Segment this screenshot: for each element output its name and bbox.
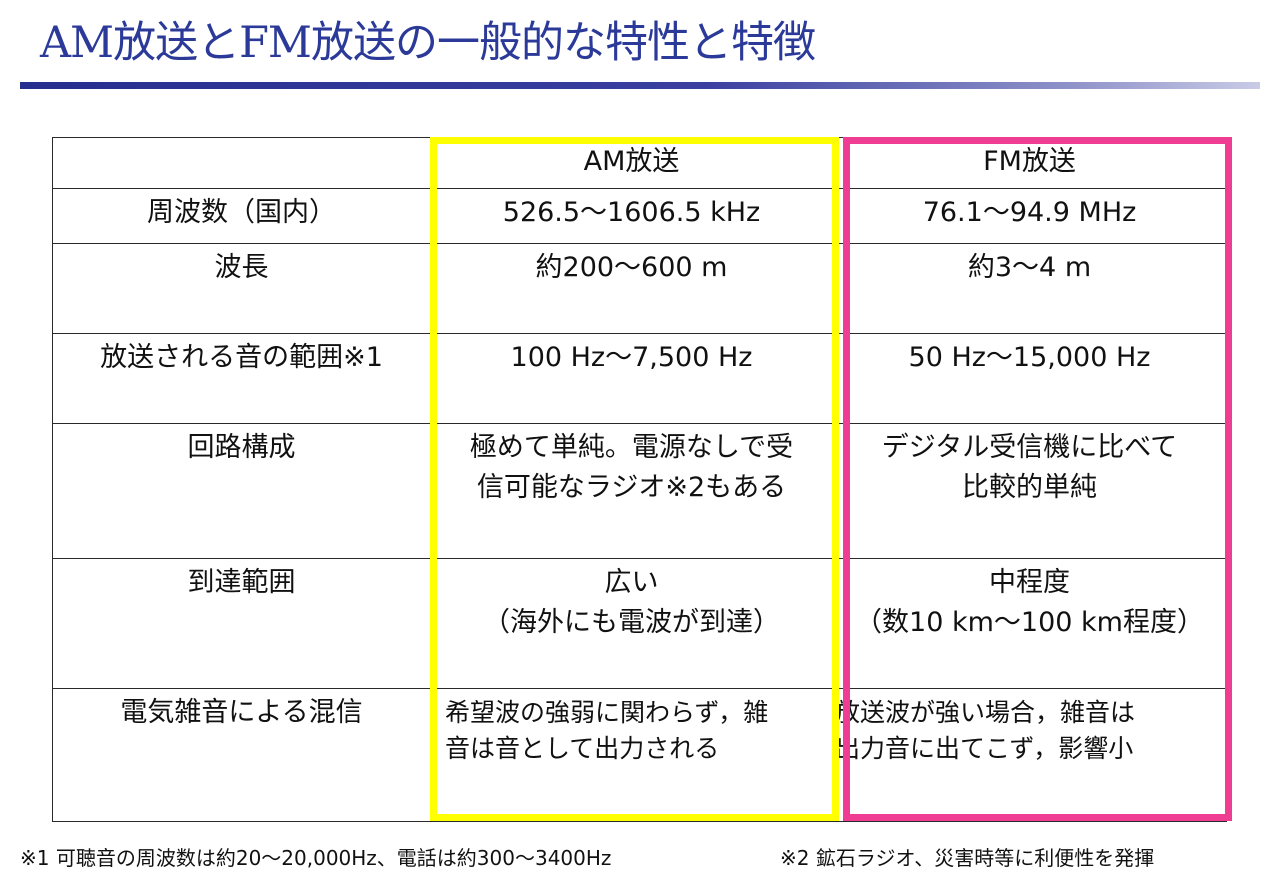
- cell-line: 526.5～1606.5 kHz: [502, 197, 761, 228]
- footnote-2: ※2 鉱石ラジオ、災害時等に利便性を発揮: [780, 846, 1155, 870]
- cell-line: 76.1～94.9 MHz: [922, 197, 1137, 228]
- footnote-1: ※1 可聴音の周波数は約20～20,000Hz、電話は約300～3400Hz: [20, 846, 612, 870]
- am-reach: 広い （海外にも電波が到達）: [430, 558, 833, 689]
- cell-line: 音は音として出力される: [445, 734, 720, 763]
- table-row: 周波数（国内） 526.5～1606.5 kHz 76.1～94.9 MHz: [52, 188, 1227, 244]
- table-row: 放送される音の範囲※1 100 Hz～7,500 Hz 50 Hz～15,000…: [52, 333, 1227, 424]
- cell-line: 100 Hz～7,500 Hz: [510, 342, 753, 373]
- cell-line: 中程度: [989, 567, 1070, 598]
- header-empty-cell: [52, 137, 431, 189]
- fm-interference: 放送波が強い場合，雑音は 出力音に出てこず，影響小: [832, 688, 1227, 822]
- row-label-wavelength: 波長: [52, 243, 431, 334]
- fm-circuit: デジタル受信機に比べて 比較的単純: [832, 423, 1227, 559]
- cell-line: 比較的単純: [962, 472, 1097, 503]
- cell-line: 約3～4 m: [967, 252, 1092, 283]
- table-row: 電気雑音による混信 希望波の強弱に関わらず，雑 音は音として出力される 放送波が…: [52, 688, 1227, 822]
- cell-line: （海外にも電波が到達）: [483, 607, 780, 638]
- row-label-frequency: 周波数（国内）: [52, 188, 431, 244]
- fm-reach: 中程度 （数10 km～100 km程度）: [832, 558, 1227, 689]
- cell-line: 出力音に出てこず，影響小: [835, 734, 1134, 763]
- cell-line: 50 Hz～15,000 Hz: [908, 342, 1151, 373]
- table-header-row: AM放送 FM放送: [52, 137, 1227, 189]
- am-circuit: 極めて単純。電源なしで受 信可能なラジオ※2もある: [430, 423, 833, 559]
- table-row: 回路構成 極めて単純。電源なしで受 信可能なラジオ※2もある デジタル受信機に比…: [52, 423, 1227, 559]
- row-label-sound-range: 放送される音の範囲※1: [52, 333, 431, 424]
- cell-line: デジタル受信機に比べて: [881, 432, 1178, 463]
- cell-line: （数10 km～100 km程度）: [855, 607, 1204, 638]
- row-label-circuit: 回路構成: [52, 423, 431, 559]
- am-sound-range: 100 Hz～7,500 Hz: [430, 333, 833, 424]
- cell-line: 信可能なラジオ※2もある: [476, 472, 787, 503]
- fm-sound-range: 50 Hz～15,000 Hz: [832, 333, 1227, 424]
- cell-line: 広い: [604, 567, 659, 598]
- row-label-reach: 到達範囲: [52, 558, 431, 689]
- comparison-table: AM放送 FM放送 周波数（国内） 526.5～1606.5 kHz 76.1～…: [52, 137, 1227, 822]
- slide-title: AM放送とFM放送の一般的な特性と特徴: [40, 18, 816, 68]
- am-wavelength: 約200～600 m: [430, 243, 833, 334]
- header-fm: FM放送: [832, 137, 1227, 189]
- fm-wavelength: 約3～4 m: [832, 243, 1227, 334]
- title-underline: [20, 82, 1260, 89]
- am-frequency: 526.5～1606.5 kHz: [430, 188, 833, 244]
- table-row: 到達範囲 広い （海外にも電波が到達） 中程度 （数10 km～100 km程度…: [52, 558, 1227, 689]
- cell-line: 希望波の強弱に関わらず，雑: [445, 698, 769, 727]
- table-row: 波長 約200～600 m 約3～4 m: [52, 243, 1227, 334]
- am-interference: 希望波の強弱に関わらず，雑 音は音として出力される: [430, 688, 833, 822]
- cell-line: 放送波が強い場合，雑音は: [835, 698, 1136, 727]
- cell-line: 極めて単純。電源なしで受: [469, 432, 794, 463]
- header-am: AM放送: [430, 137, 833, 189]
- cell-line: 約200～600 m: [535, 252, 728, 283]
- row-label-interference: 電気雑音による混信: [52, 688, 431, 822]
- fm-frequency: 76.1～94.9 MHz: [832, 188, 1227, 244]
